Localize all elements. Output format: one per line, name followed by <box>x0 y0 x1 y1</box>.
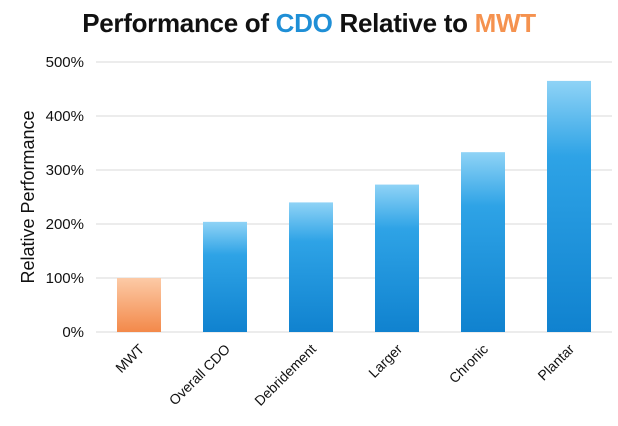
bar-overall-cdo <box>203 221 247 332</box>
y-tick-label: 0% <box>62 324 84 341</box>
bar-mwt <box>117 278 161 332</box>
gridlines <box>96 61 612 333</box>
bar-larger <box>375 184 419 332</box>
bars <box>117 80 591 333</box>
chart-title: Performance of CDO Relative to MWT <box>0 8 618 39</box>
y-tick-label: 300% <box>46 162 84 179</box>
title-cdo: CDO <box>275 8 333 38</box>
y-axis-title: Relative Performance <box>18 110 38 283</box>
y-tick-labels: 0% 100% 200% 300% 400% 500% <box>46 54 84 341</box>
category-label: Overall CDO <box>166 341 233 408</box>
bar-plantar <box>547 80 591 333</box>
category-label: MWT <box>112 340 147 375</box>
title-middle: Relative to <box>332 8 475 38</box>
title-prefix: Performance of <box>82 8 276 38</box>
category-label: Chronic <box>446 341 491 386</box>
title-mwt: MWT <box>474 8 536 38</box>
category-label: Plantar <box>534 341 577 384</box>
category-label: Debridement <box>251 341 319 409</box>
category-labels: MWT Overall CDO Debridement Larger Chronic Pl… <box>112 340 577 408</box>
y-tick-label: 400% <box>46 108 84 125</box>
y-tick-label: 500% <box>46 54 84 71</box>
category-label: Larger <box>365 341 405 381</box>
bar-debridement <box>289 202 333 332</box>
bar-chronic <box>461 152 505 332</box>
y-tick-label: 100% <box>46 270 84 287</box>
y-tick-label: 200% <box>46 216 84 233</box>
